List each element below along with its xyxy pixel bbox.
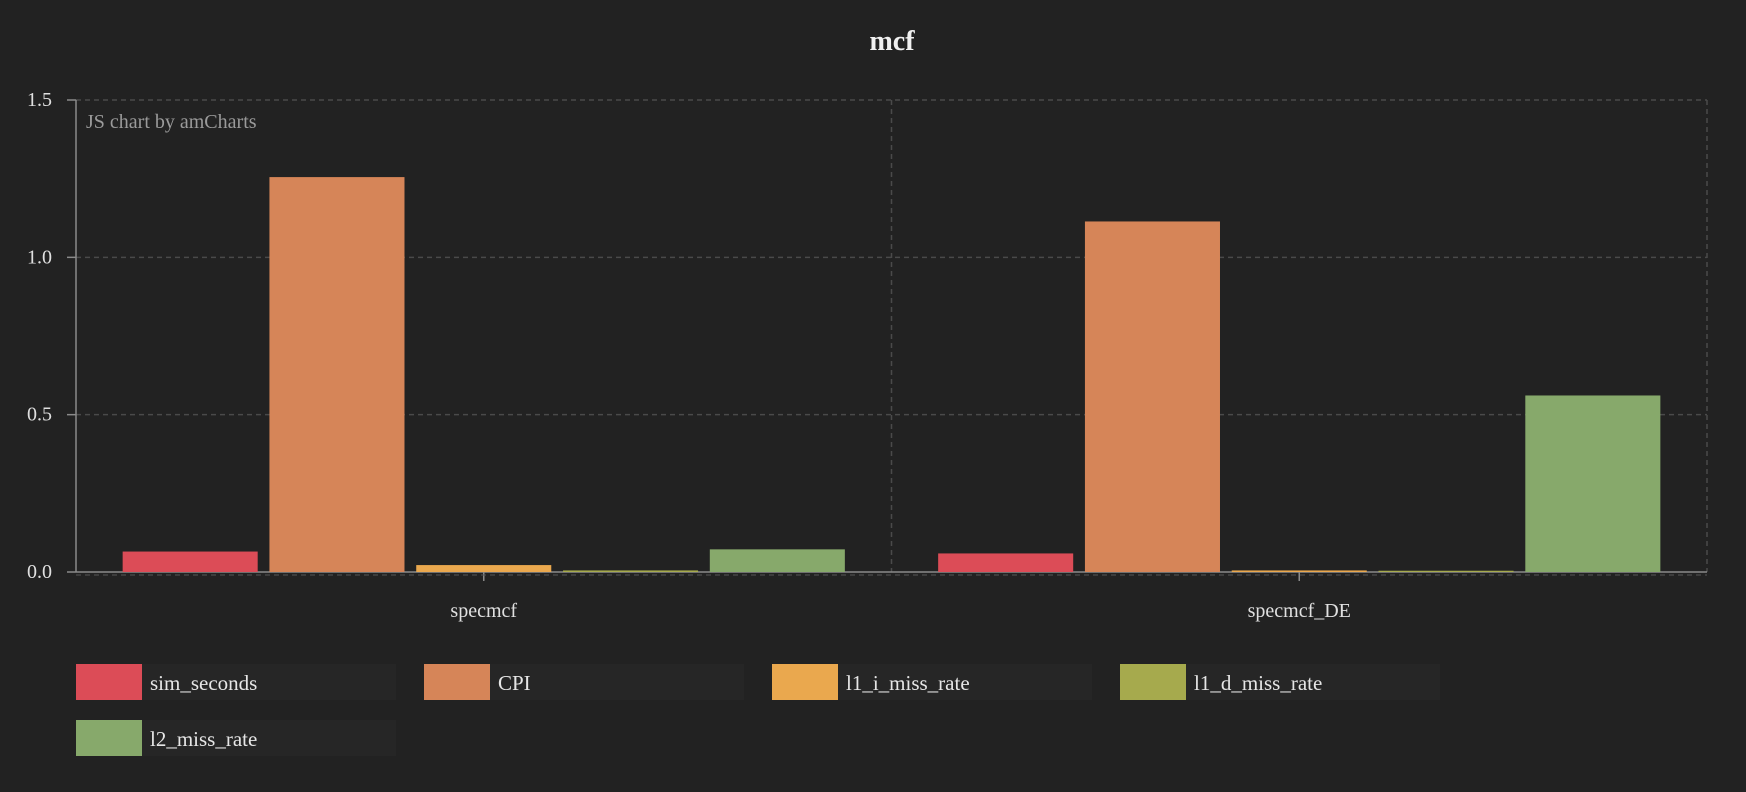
x-tick-label: specmcf: [450, 600, 517, 622]
y-tick-label: 1.0: [27, 246, 52, 268]
legend-item-l2_miss_rate[interactable]: l2_miss_rate: [76, 720, 396, 756]
legend-label: CPI: [498, 671, 531, 695]
bar-l1_d_miss_rate-specmcf_DE[interactable]: [1378, 570, 1514, 572]
legend-label: l1_d_miss_rate: [1194, 671, 1322, 695]
legend-swatch: [772, 664, 838, 700]
legend-swatch: [1120, 664, 1186, 700]
legend-swatch: [76, 664, 142, 700]
y-tick-label: 0.0: [27, 561, 52, 583]
bar-CPI-specmcf_DE[interactable]: [1084, 221, 1220, 572]
legend-item-l1_i_miss_rate[interactable]: l1_i_miss_rate: [772, 664, 1092, 700]
legend-swatch: [424, 664, 490, 700]
bar-l1_d_miss_rate-specmcf[interactable]: [563, 570, 699, 572]
legend-label: sim_seconds: [150, 671, 257, 695]
y-tick-label: 0.5: [27, 404, 52, 426]
legend-label: l2_miss_rate: [150, 727, 257, 751]
bar-l1_i_miss_rate-specmcf[interactable]: [416, 565, 552, 572]
legend-label: l1_i_miss_rate: [846, 671, 970, 695]
x-axis-labels: specmcf specmcf_DE: [450, 600, 1350, 622]
chart-title: mcf: [869, 26, 915, 57]
bar-l1_i_miss_rate-specmcf_DE[interactable]: [1231, 570, 1367, 572]
legend-item-CPI[interactable]: CPI: [424, 664, 744, 700]
legend[interactable]: sim_seconds CPI l1_i_miss_rate l1_d_miss_ra…: [76, 664, 1440, 756]
chart-credit[interactable]: JS chart by amCharts: [86, 111, 257, 133]
bar-l2_miss_rate-specmcf[interactable]: [709, 549, 845, 572]
legend-item-sim_seconds[interactable]: sim_seconds: [76, 664, 396, 700]
bars: [122, 177, 1661, 573]
legend-swatch: [76, 720, 142, 756]
x-tick-label: specmcf_DE: [1248, 600, 1351, 622]
legend-item-l1_d_miss_rate[interactable]: l1_d_miss_rate: [1120, 664, 1440, 700]
y-tick-label: 1.5: [27, 89, 52, 111]
bar-l2_miss_rate-specmcf_DE[interactable]: [1525, 395, 1661, 572]
bar-sim_seconds-specmcf_DE[interactable]: [938, 553, 1074, 572]
bar-CPI-specmcf[interactable]: [269, 177, 405, 573]
bar-sim_seconds-specmcf[interactable]: [122, 551, 258, 572]
